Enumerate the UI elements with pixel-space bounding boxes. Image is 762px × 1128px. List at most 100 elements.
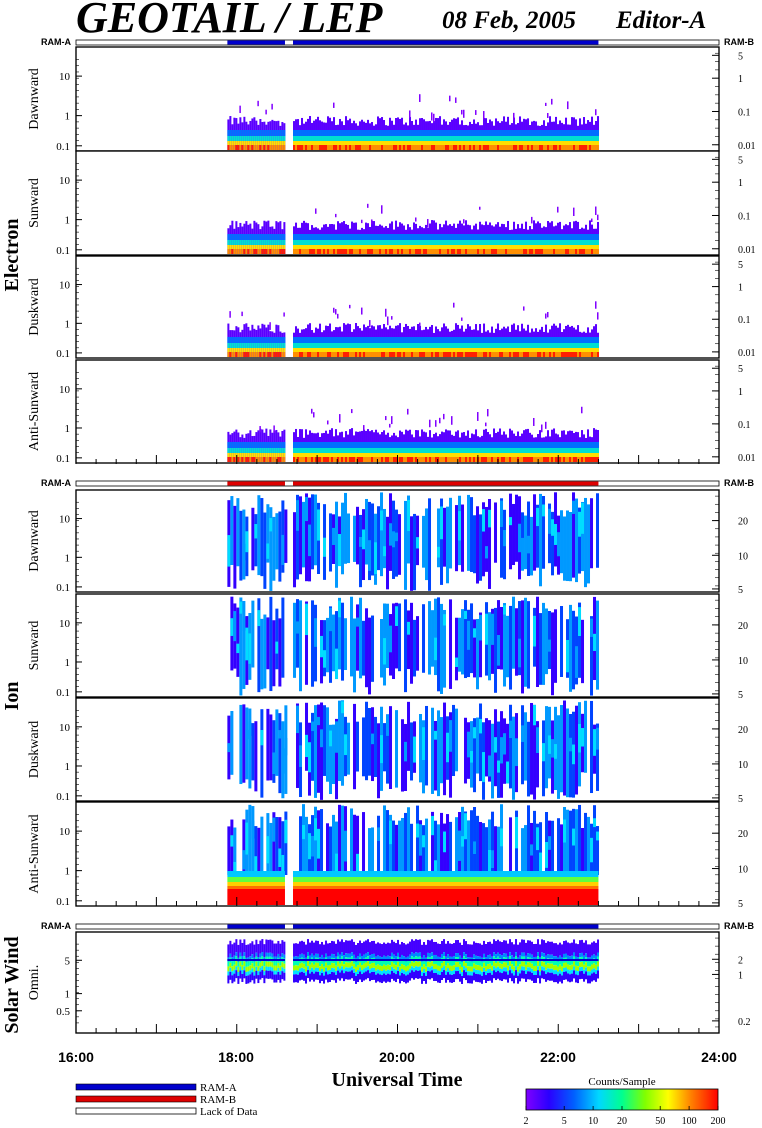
spectrogram-cell — [515, 457, 518, 462]
spectrogram-cell — [311, 352, 314, 357]
spectrogram-cell — [505, 348, 508, 352]
spectrogram-cell — [281, 145, 284, 150]
spectrogram-cell — [423, 457, 426, 462]
spectrogram-cell — [247, 249, 250, 254]
spectrogram-cell — [549, 448, 552, 453]
spectrogram-cell — [355, 249, 358, 254]
spectrogram-cell — [313, 343, 316, 348]
spectrogram-cell — [511, 453, 514, 457]
spectrogram-cell — [353, 538, 357, 550]
spectrogram-cell — [463, 219, 465, 224]
spectrogram-cell — [231, 136, 234, 141]
spectrogram-cell — [515, 453, 518, 457]
spectrogram-cell — [518, 523, 522, 553]
spectrogram-cell — [284, 509, 288, 563]
spectrogram-cell — [339, 453, 342, 457]
spectrogram-cell — [587, 240, 590, 245]
spectrogram-cell — [301, 136, 304, 141]
y-tick-label: 0.1 — [56, 582, 70, 594]
spectrogram-cell — [542, 504, 546, 517]
spectrogram-cell — [555, 442, 558, 448]
spectrogram-cell — [541, 234, 544, 240]
spectrogram-cell — [257, 971, 260, 976]
spectrogram-cell — [337, 337, 340, 343]
spectrogram-cell — [557, 249, 560, 254]
spectrogram-cell — [323, 245, 326, 249]
spectrogram-cell — [350, 605, 354, 634]
spectrogram-cell — [259, 426, 261, 433]
spectrogram-cell — [411, 352, 414, 357]
spectrogram-cell — [581, 348, 584, 352]
spectrogram-cell — [359, 234, 362, 240]
spectrogram-cell — [476, 506, 480, 584]
spectrogram-cell — [269, 322, 271, 330]
spectrogram-cell — [401, 145, 404, 150]
spectrogram-cell — [435, 141, 438, 145]
spectrogram-cell — [487, 234, 490, 240]
spectrogram-cell — [389, 136, 392, 141]
spectrogram-cell — [251, 507, 255, 571]
spectrogram-cell — [525, 234, 528, 240]
spectrogram-cell — [571, 442, 574, 448]
spectrogram-cell — [321, 141, 324, 145]
spectrogram-cell — [479, 136, 482, 141]
spectrogram-cell — [297, 960, 300, 966]
spectrogram-cell — [251, 130, 254, 136]
spectrogram-cell — [499, 337, 502, 343]
spectrogram-cell — [543, 234, 546, 240]
spectrogram-cell — [371, 448, 374, 453]
spectrogram-cell — [519, 141, 522, 145]
spectrogram-cell — [371, 141, 374, 145]
spectrogram-cell — [299, 145, 302, 150]
spectrogram-cell — [419, 442, 422, 448]
spectrogram-cell — [499, 348, 502, 352]
spectrogram-cell — [317, 130, 320, 136]
spectrogram-cell — [323, 457, 326, 462]
spectrogram-cell — [351, 453, 354, 457]
spectrogram-cell — [423, 234, 426, 240]
spectrogram-cell — [357, 136, 360, 141]
spectrogram-cell — [283, 343, 286, 348]
spectrogram-cell — [251, 963, 254, 969]
spectrogram-cell — [245, 448, 248, 453]
spectrogram-cell — [401, 448, 404, 453]
spectrogram-cell — [467, 442, 470, 448]
spectrogram-cell — [509, 605, 513, 690]
spectrogram-cell — [547, 136, 550, 141]
spectrogram-cell — [273, 343, 276, 348]
spectrogram-cell — [359, 348, 362, 352]
spectrogram-cell — [335, 348, 338, 352]
spectrogram-cell — [339, 141, 342, 145]
spectrogram-cell — [389, 820, 393, 845]
spectrogram-cell — [551, 348, 554, 352]
spectrogram-cell — [507, 249, 510, 254]
spectrogram-cell — [575, 352, 578, 357]
spectrogram-cell — [301, 453, 304, 457]
spectrogram-cell — [479, 718, 483, 734]
spectrogram-cell — [401, 136, 404, 141]
spectrogram-cell — [505, 453, 508, 457]
spectrogram-cell — [469, 453, 472, 457]
spectrogram-cell — [415, 442, 418, 448]
spectrogram-cell — [479, 703, 483, 782]
spectrogram-cell — [353, 136, 356, 141]
spectrogram-cell — [561, 249, 564, 254]
spectrogram-cell — [529, 442, 532, 448]
spectrogram-cell — [362, 717, 366, 777]
spectrogram-cell — [327, 141, 330, 145]
spectrogram-cell — [231, 457, 234, 462]
spectrogram-cell — [269, 961, 272, 967]
spectrogram-cell — [401, 457, 404, 462]
spectrogram-cell — [415, 240, 418, 245]
spectrogram-cell — [307, 136, 310, 141]
spectrogram-cell — [347, 457, 350, 462]
spectrogram-cell — [479, 249, 482, 254]
spectrogram-cell — [297, 145, 300, 150]
spectrogram-cell — [386, 714, 390, 784]
spectrogram-cell — [317, 453, 320, 457]
spectrogram-cell — [555, 343, 558, 348]
spectrogram-cell — [311, 130, 314, 136]
spectrogram-cell — [251, 141, 254, 145]
spectrogram-cell — [419, 457, 422, 462]
spectrogram-cell — [303, 352, 306, 357]
